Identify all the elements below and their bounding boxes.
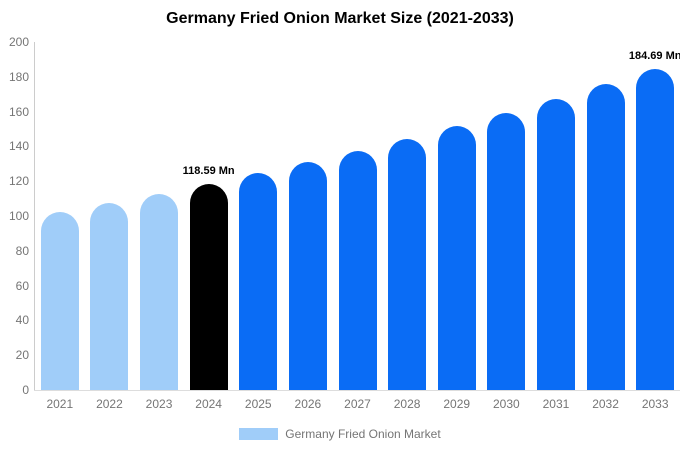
bar-2024: [189, 183, 228, 390]
x-tick-2024: 2024: [195, 397, 222, 411]
x-tick-2030: 2030: [492, 397, 520, 411]
x-tick-2025: 2025: [244, 397, 272, 411]
bar-2026: [288, 162, 327, 390]
y-tick-60: 60: [15, 278, 29, 293]
y-tick-160: 160: [8, 104, 29, 119]
x-tick-2032: 2032: [592, 397, 619, 411]
x-tick-2022: 2022: [96, 397, 123, 411]
x-tick-2028: 2028: [393, 397, 421, 411]
y-tick-0: 0: [22, 383, 29, 397]
y-tick-80: 80: [15, 243, 29, 258]
legend-label: Germany Fried Onion Market: [285, 427, 441, 441]
legend: Germany Fried Onion Market: [0, 426, 680, 442]
bar-2030: [487, 112, 526, 390]
x-tick-2021: 2021: [46, 397, 74, 411]
bar-2027: [338, 150, 377, 390]
y-tick-180: 180: [8, 69, 29, 84]
x-tick-2033: 2033: [641, 397, 669, 411]
x-axis-line: [34, 390, 680, 391]
chart-title: Germany Fried Onion Market Size (2021-20…: [166, 10, 514, 27]
bar-2031: [536, 98, 575, 390]
data-label-2024: 118.59 Mn: [182, 164, 235, 177]
x-tick-2026: 2026: [294, 397, 322, 411]
y-tick-100: 100: [8, 209, 29, 223]
bar-2029: [437, 126, 476, 390]
x-tick-2027: 2027: [344, 397, 371, 411]
bar-2022: [90, 202, 129, 390]
y-tick-200: 200: [8, 35, 29, 49]
y-tick-40: 40: [15, 313, 29, 328]
x-tick-2029: 2029: [443, 397, 471, 411]
y-tick-120: 120: [8, 174, 29, 189]
bar-2021: [40, 211, 79, 390]
data-label-2033: 184.69 Mn: [628, 49, 680, 62]
y-axis-line: [34, 42, 35, 391]
bar-2028: [388, 138, 427, 390]
legend-swatch: [239, 428, 279, 440]
y-tick-20: 20: [15, 348, 29, 363]
x-tick-2031: 2031: [542, 397, 570, 411]
y-tick-140: 140: [8, 139, 29, 154]
bar-2023: [140, 193, 179, 390]
bar-2025: [239, 173, 278, 390]
bar-2033: [636, 68, 675, 390]
x-tick-2023: 2023: [145, 397, 173, 411]
bar-2032: [586, 84, 625, 390]
